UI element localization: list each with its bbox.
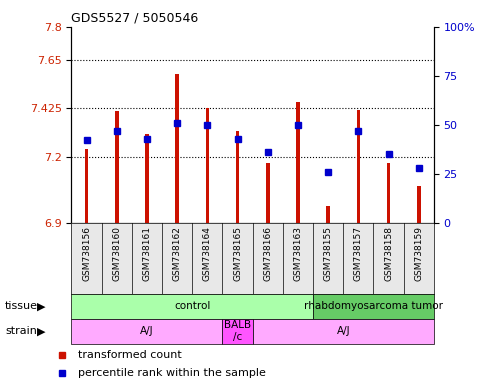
Text: GDS5527 / 5050546: GDS5527 / 5050546	[71, 12, 199, 25]
Bar	[71, 294, 313, 319]
Text: GSM738160: GSM738160	[112, 226, 121, 281]
Text: tissue: tissue	[5, 301, 38, 311]
Bar	[266, 163, 270, 223]
Text: GSM738166: GSM738166	[263, 226, 272, 281]
Bar	[222, 319, 252, 344]
Bar	[236, 131, 240, 223]
Bar	[115, 111, 119, 223]
Bar	[387, 163, 390, 223]
Bar	[326, 207, 330, 223]
Text: GSM738162: GSM738162	[173, 226, 182, 281]
Bar	[296, 102, 300, 223]
Text: control: control	[174, 301, 211, 311]
Text: GSM738158: GSM738158	[384, 226, 393, 281]
Bar	[176, 74, 179, 223]
Text: GSM738155: GSM738155	[323, 226, 333, 281]
Text: A/J: A/J	[140, 326, 154, 336]
Text: GSM738161: GSM738161	[142, 226, 151, 281]
Text: GSM738164: GSM738164	[203, 226, 212, 281]
Text: GSM738159: GSM738159	[414, 226, 423, 281]
Text: ▶: ▶	[37, 326, 45, 336]
Bar	[145, 134, 149, 223]
Bar	[206, 109, 209, 223]
Text: rhabdomyosarcoma tumor: rhabdomyosarcoma tumor	[304, 301, 443, 311]
Text: GSM738156: GSM738156	[82, 226, 91, 281]
Text: transformed count: transformed count	[78, 350, 181, 360]
Bar	[71, 319, 222, 344]
Bar	[417, 186, 421, 223]
Text: A/J: A/J	[336, 326, 350, 336]
Text: strain: strain	[5, 326, 37, 336]
Text: GSM738157: GSM738157	[354, 226, 363, 281]
Bar	[85, 149, 88, 223]
Text: GSM738165: GSM738165	[233, 226, 242, 281]
Text: ▶: ▶	[37, 301, 45, 311]
Bar	[356, 109, 360, 223]
Bar	[252, 319, 434, 344]
Text: BALB
/c: BALB /c	[224, 320, 251, 342]
Bar	[313, 294, 434, 319]
Text: GSM738163: GSM738163	[293, 226, 303, 281]
Text: percentile rank within the sample: percentile rank within the sample	[78, 367, 266, 377]
